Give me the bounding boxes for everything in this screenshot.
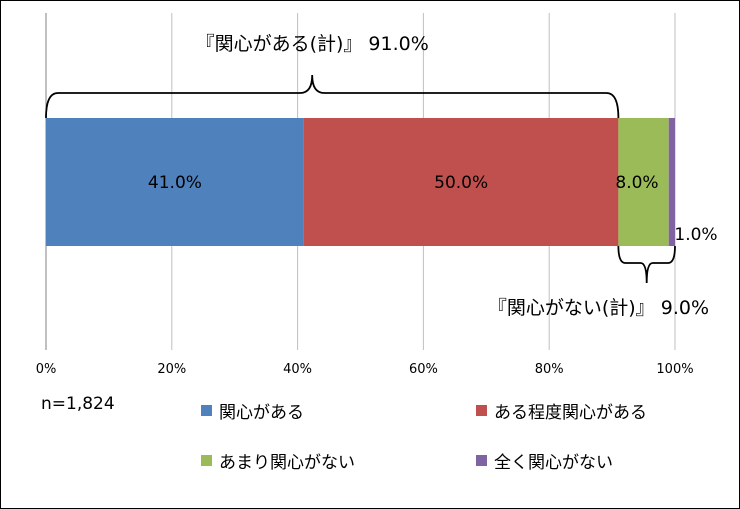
x-tick-label: 40% [283, 362, 312, 377]
legend-item-1: 関心がある [201, 398, 304, 423]
bar-segment-3 [618, 118, 669, 246]
x-tick-label: 60% [409, 362, 438, 377]
data-label-2: 50.0% [434, 173, 488, 193]
annotation-not-interested-total: 『関心がない(計)』 9.0% [488, 297, 709, 319]
x-tick-label: 100% [656, 362, 693, 377]
sample-size-note: n=1,824 [41, 394, 115, 414]
legend-label: ある程度関心がある [494, 402, 647, 423]
x-tick-label: 0% [36, 362, 57, 377]
legend-item-3: あまり関心がない [201, 448, 355, 473]
bar-segment-2 [303, 118, 619, 246]
brace-interested-total [45, 74, 620, 119]
bar-segment-1 [46, 118, 304, 246]
legend-item-4: 全く関心がない [476, 448, 613, 473]
legend-item-2: ある程度関心がある [476, 398, 647, 423]
data-label-4: 1.0% [674, 225, 717, 245]
brace-not-interested-total [617, 245, 676, 284]
annotation-interested-total: 『関心がある(計)』 91.0% [196, 33, 429, 55]
legend-swatch [201, 404, 212, 416]
legend-label: あまり関心がない [219, 452, 355, 473]
legend-label: 全く関心がない [494, 452, 613, 473]
bar-segment-4 [668, 118, 675, 246]
data-label-1: 41.0% [148, 173, 202, 193]
legend-label: 関心がある [219, 402, 304, 423]
legend-swatch [201, 454, 212, 466]
x-tick-label: 20% [157, 362, 186, 377]
data-label-3: 8.0% [615, 173, 658, 193]
legend-swatch [476, 404, 487, 416]
legend-swatch [476, 454, 487, 466]
x-tick-label: 80% [535, 362, 564, 377]
